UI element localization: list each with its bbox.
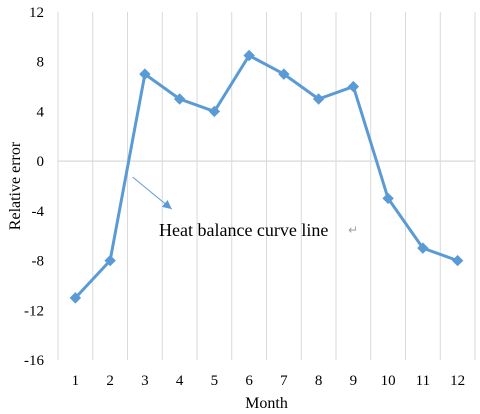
y-tick-label: 4: [37, 104, 45, 120]
data-point-marker: [208, 105, 221, 118]
data-point-marker: [451, 254, 464, 267]
data-point-marker: [139, 68, 151, 80]
x-tick-label: 7: [280, 373, 288, 389]
x-tick-label: 8: [315, 373, 323, 389]
series-line: [74, 54, 459, 299]
data-point-marker: [243, 49, 255, 62]
series-markers: [69, 49, 464, 304]
x-tick-label: 1: [72, 373, 80, 389]
x-axis-title: Month: [245, 395, 288, 412]
vertical-gridlines: [92, 12, 441, 360]
annotation: Heat balance curve line ↵: [132, 176, 358, 240]
x-tick-label: 9: [350, 373, 358, 389]
y-tick-label: 8: [37, 55, 45, 71]
y-tick-label: -8: [32, 254, 45, 270]
annotation-arrow-head: [161, 199, 172, 210]
x-tick-label: 5: [211, 373, 219, 389]
y-axis-tick-labels: -16 -12 -8 -4 0 4 8 12: [24, 5, 45, 369]
x-tick-label: 6: [245, 373, 253, 389]
annotation-text: Heat balance curve line: [159, 220, 328, 240]
data-point-marker: [278, 68, 290, 80]
x-axis-tick-labels: 1 2 3 4 5 6 7 8 9 10 11 12: [72, 373, 466, 389]
x-tick-label: 11: [416, 373, 430, 389]
x-tick-label: 12: [450, 373, 465, 389]
y-tick-label: 12: [29, 5, 44, 21]
y-tick-label: -12: [24, 303, 44, 319]
x-tick-label: 3: [141, 373, 149, 389]
data-point-marker: [104, 254, 116, 267]
data-point-marker: [312, 93, 325, 105]
x-tick-label: 4: [176, 373, 184, 389]
data-point-marker: [417, 242, 429, 254]
y-tick-label: 0: [37, 154, 45, 170]
x-tick-label: 10: [381, 373, 396, 389]
y-tick-label: -16: [24, 353, 44, 369]
data-point-marker: [173, 93, 186, 105]
return-mark-icon: ↵: [348, 223, 358, 237]
y-axis-title: Relative error: [7, 141, 24, 230]
data-point-marker: [69, 292, 82, 304]
y-tick-label: -4: [32, 204, 45, 220]
data-point-marker: [347, 80, 360, 93]
data-point-marker: [382, 192, 394, 205]
x-tick-label: 2: [106, 373, 114, 389]
